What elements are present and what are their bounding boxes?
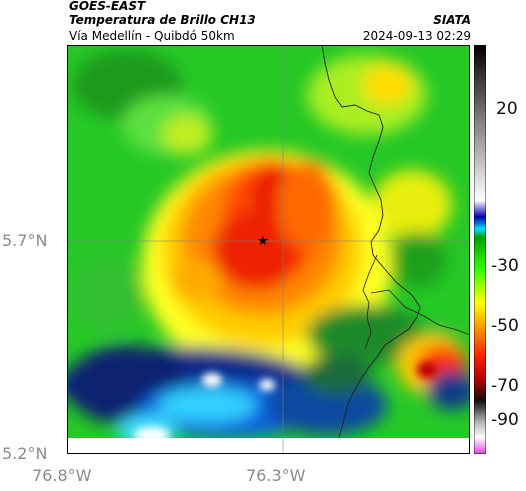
colorbar-tick-neg70: -70 xyxy=(491,376,519,396)
map-frame-border xyxy=(67,45,470,454)
lon-tick-76-8: 76.8°W xyxy=(32,466,92,485)
department-boundary xyxy=(362,254,378,350)
region-subtitle: Vía Medellín - Quibdó 50km xyxy=(69,29,235,43)
lon-tick-76-3: 76.3°W xyxy=(246,466,306,485)
lat-tick-5-7: 5.7°N xyxy=(2,231,48,250)
product-title: Temperatura de Brillo CH13 xyxy=(69,13,256,27)
colorbar-tick-neg50: -50 xyxy=(491,316,519,336)
border-line xyxy=(321,45,421,438)
timestamp: 2024-09-13 02:29 xyxy=(362,29,471,43)
colorbar-tick-20: 20 xyxy=(496,99,518,119)
temperature-field xyxy=(67,45,470,438)
brightness-temperature-map[interactable]: ★ xyxy=(67,45,470,454)
brand-label: SIATA xyxy=(433,13,471,27)
department-boundary-east xyxy=(370,289,470,336)
satellite-title: GOES-EAST xyxy=(69,0,146,13)
colorbar xyxy=(474,45,486,454)
location-star-marker[interactable]: ★ xyxy=(257,234,269,249)
colorbar-tick-neg90: -90 xyxy=(491,410,519,430)
colorbar-tick-neg30: -30 xyxy=(491,256,519,276)
lat-tick-5-2: 5.2°N xyxy=(2,444,48,463)
